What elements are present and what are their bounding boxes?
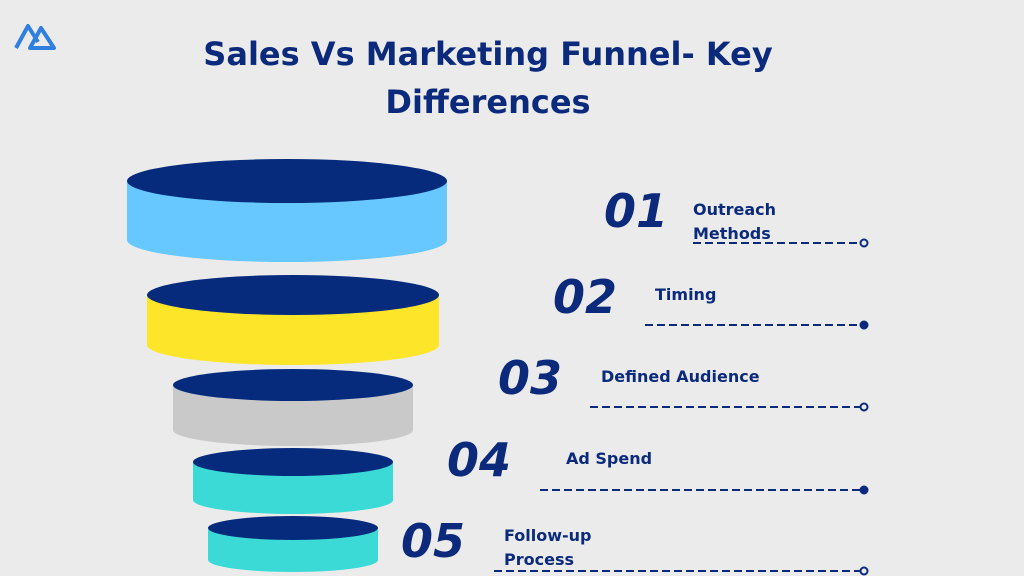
endpoint: [859, 320, 869, 330]
endpoint: [859, 566, 869, 576]
funnel-layer: [208, 516, 378, 572]
step-number: 03: [498, 351, 563, 405]
endpoint: [859, 485, 869, 495]
endpoint: [859, 402, 869, 412]
step-label: Follow-up Process: [504, 526, 592, 569]
step-number: 01: [604, 184, 669, 238]
funnel-layer: [173, 369, 413, 446]
step-label: Outreach Methods: [693, 200, 777, 243]
connectors: [494, 242, 860, 572]
step-label: Timing: [655, 285, 717, 304]
endpoints: [859, 238, 869, 576]
funnel: [127, 159, 447, 572]
funnel-layer: [147, 275, 439, 365]
step-number: 05: [401, 514, 466, 568]
step-label: Ad Spend: [566, 449, 653, 468]
logo: [14, 24, 56, 50]
funnel-layer: [193, 448, 393, 514]
endpoint: [859, 238, 869, 248]
step-number: 02: [553, 270, 618, 324]
funnel-layer: [127, 159, 447, 262]
title: Sales Vs Marketing Funnel- Key Differenc…: [203, 35, 773, 121]
step-label: Defined Audience: [601, 367, 760, 386]
step-number: 04: [447, 433, 512, 487]
